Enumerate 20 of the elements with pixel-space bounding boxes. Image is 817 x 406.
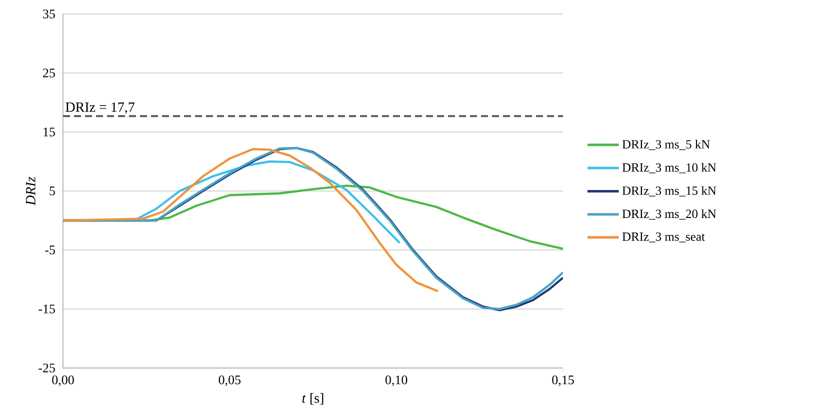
ref-line-label: DRIz = 17,7 xyxy=(66,102,135,114)
y-tick-label: -5 xyxy=(45,246,55,254)
legend-label: DRIz_3 ms_15 kN xyxy=(622,186,716,196)
y-tick-label: 35 xyxy=(43,10,55,18)
y-tick-label: 15 xyxy=(44,128,55,136)
line-series xyxy=(63,148,440,292)
legend-label: DRIz_3 ms_5 kN xyxy=(622,140,710,150)
y-tick-label: 5 xyxy=(50,186,55,196)
x-tick-label: 0,10 xyxy=(385,376,408,386)
y-axis-title: DRIz xyxy=(26,176,36,206)
y-tick-label: 25 xyxy=(43,68,55,78)
y-tick-label: -15 xyxy=(38,304,55,314)
x-axis-title: t [s] xyxy=(302,393,324,405)
legend-label: DRIz_3 ms_seat xyxy=(622,232,705,242)
x-tick-label: 0,05 xyxy=(218,376,241,386)
x-tick-label: 0,00 xyxy=(52,376,74,386)
x-tick-label: 0,15 xyxy=(552,376,574,386)
legend-label: DRIz_3 ms_20 kN xyxy=(622,209,716,220)
legend-label: DRIz_3 ms_10 kN xyxy=(622,162,716,174)
y-tick-label: -25 xyxy=(38,364,55,372)
